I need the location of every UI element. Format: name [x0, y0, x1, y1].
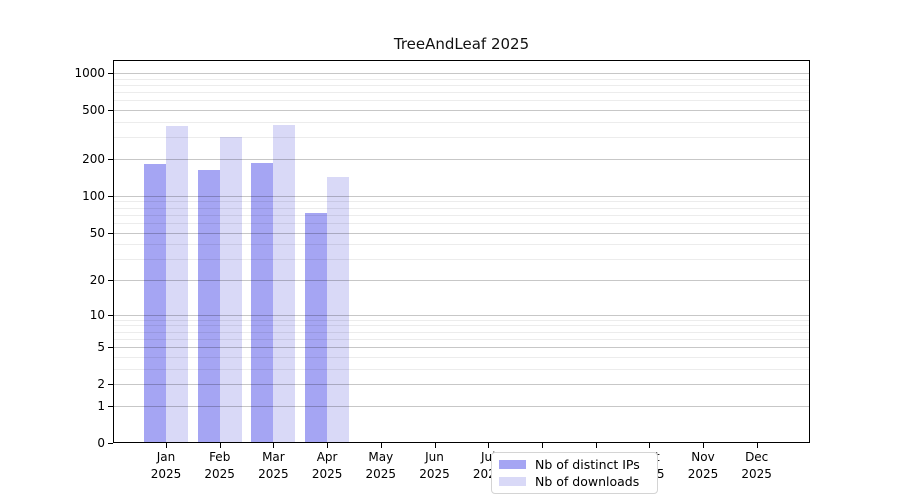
x-axis-tick	[703, 443, 704, 448]
x-axis-label: Jan 2025	[150, 450, 182, 481]
gridline-major	[113, 384, 810, 386]
gridline-minor	[113, 122, 810, 123]
y-axis-tick	[108, 73, 113, 74]
y-axis-label: 2	[97, 377, 105, 392]
x-axis-tick	[380, 443, 382, 448]
gridline-minor	[113, 338, 810, 340]
y-axis-tick	[108, 405, 113, 407]
x-axis-tick	[273, 443, 275, 448]
x-axis-tick	[756, 443, 758, 448]
x-axis-tick	[219, 443, 221, 448]
x-axis-label: Nov 2025	[687, 450, 719, 481]
y-axis-tick	[108, 232, 113, 234]
chart-legend: Nb of distinct IPs Nb of downloads	[491, 452, 658, 494]
y-axis-tick	[108, 159, 113, 160]
y-axis-tick	[108, 443, 113, 444]
y-axis-label: 5	[97, 340, 105, 355]
gridline-minor	[113, 356, 810, 358]
x-axis-tick	[488, 443, 490, 448]
bar-distinct-ips	[197, 169, 220, 443]
y-axis-tick	[108, 384, 113, 386]
gridline-minor	[113, 201, 810, 203]
gridline-minor	[113, 244, 810, 246]
y-axis-tick	[108, 314, 113, 316]
x-axis-tick	[327, 443, 329, 448]
x-axis-tick	[595, 443, 597, 448]
gridline-minor	[113, 207, 810, 209]
gridline-major	[113, 405, 810, 407]
gridline-major	[113, 280, 810, 281]
distinct-ips-swatch-icon	[499, 460, 526, 469]
gridline-major	[113, 73, 810, 74]
x-axis-label: Jun 2025	[419, 450, 450, 481]
bar-downloads	[273, 124, 296, 443]
x-axis-label: Dec 2025	[741, 450, 772, 481]
chart-title: TreeAndLeaf 2025	[393, 35, 530, 53]
y-axis-label: 50	[89, 225, 105, 240]
gridline-minor	[113, 100, 810, 102]
gridline-major	[113, 110, 810, 112]
gridline-minor	[113, 368, 810, 370]
legend-item-downloads: Nb of downloads	[499, 474, 649, 489]
y-axis-label: 20	[89, 273, 105, 287]
y-axis-label: 10	[89, 307, 105, 322]
y-axis-tick	[108, 195, 113, 197]
x-axis-tick	[541, 443, 543, 448]
x-axis-label: Feb 2025	[204, 450, 235, 481]
legend-label: Nb of distinct IPs	[535, 457, 640, 472]
gridline-minor	[113, 319, 810, 321]
y-axis-label: 200	[82, 152, 105, 166]
gridline-major	[113, 347, 810, 349]
gridline-major	[113, 195, 810, 197]
bar-distinct-ips	[144, 164, 166, 443]
y-axis-label: 500	[82, 103, 105, 118]
x-axis-label: Mar 2025	[258, 450, 289, 481]
x-axis-tick	[166, 443, 167, 448]
y-axis-label: 0	[97, 436, 105, 450]
x-axis-label: May 2025	[365, 450, 397, 481]
gridline-minor	[113, 331, 810, 333]
gridline-minor	[113, 137, 810, 139]
gridline-minor	[113, 214, 810, 216]
x-axis-tick	[434, 443, 436, 448]
y-axis-tick	[108, 280, 113, 281]
bar-distinct-ips	[251, 162, 274, 443]
x-axis-tick	[649, 443, 651, 448]
plot-area: Nb of distinct IPs Nb of downloads	[113, 60, 810, 494]
bar-downloads	[327, 177, 350, 443]
x-axis-label: Apr 2025	[311, 450, 343, 481]
bar-downloads	[166, 125, 188, 443]
legend-label: Nb of downloads	[535, 474, 640, 489]
gridline-major	[113, 159, 810, 160]
bar-downloads	[219, 136, 242, 443]
y-axis-label: 1	[97, 398, 105, 413]
y-axis-tick	[108, 347, 113, 349]
gridline-major	[113, 232, 810, 234]
gridline-minor	[113, 92, 810, 94]
gridline-minor	[113, 325, 810, 327]
gridline-minor	[113, 222, 810, 224]
gridline-major	[113, 314, 810, 316]
gridline-minor	[113, 78, 810, 80]
bar-distinct-ips	[305, 212, 328, 443]
legend-item-distinct-ips: Nb of distinct IPs	[499, 457, 649, 472]
y-axis-label: 1000	[74, 66, 105, 80]
y-axis-label: 100	[82, 188, 105, 203]
gridline-minor	[113, 259, 810, 261]
gridline-minor	[113, 85, 810, 86]
downloads-swatch-icon	[499, 477, 526, 486]
y-axis-tick	[108, 110, 113, 112]
